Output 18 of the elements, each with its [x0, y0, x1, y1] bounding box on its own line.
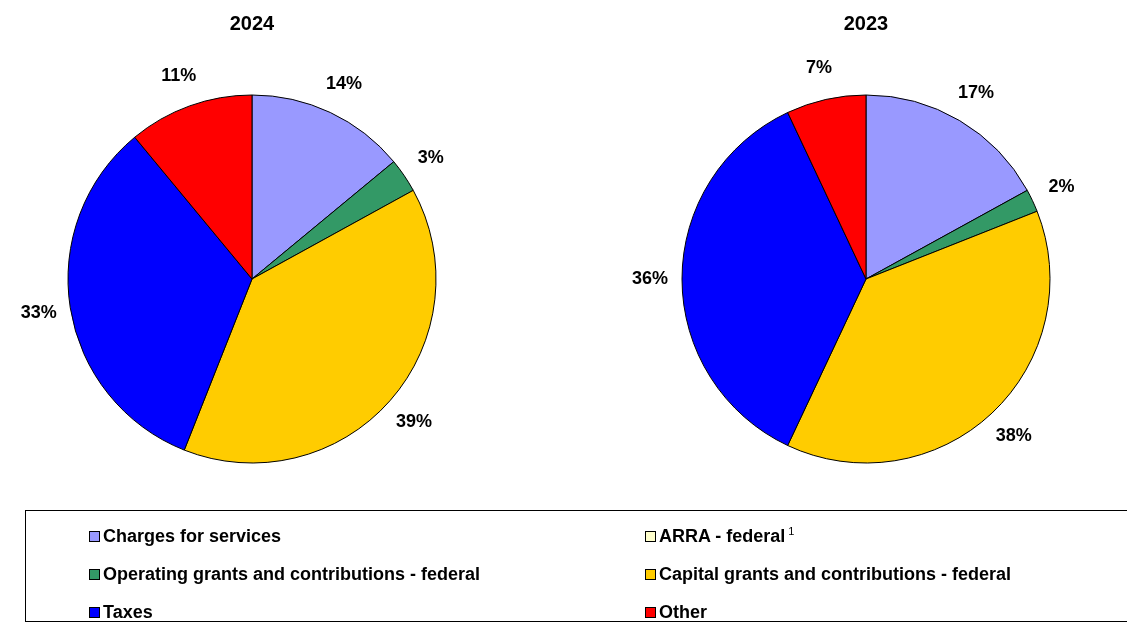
legend-label: Capital grants and contributions - federal: [659, 563, 1012, 585]
legend-label: Charges for services: [103, 525, 282, 547]
chart-title: 2023: [843, 11, 889, 34]
data-label: 36%: [631, 267, 669, 288]
legend-label: Taxes: [103, 601, 153, 623]
data-label: 7%: [805, 57, 832, 78]
data-label: 17%: [957, 82, 994, 103]
legend-label: Other: [659, 601, 708, 623]
data-label: 2%: [1048, 176, 1075, 196]
data-label: 38%: [995, 425, 1032, 446]
data-label: 33%: [20, 301, 57, 322]
data-label: 11%: [161, 64, 197, 85]
data-label: 39%: [396, 410, 433, 431]
data-label: 3%: [417, 146, 444, 167]
data-label: 14%: [325, 72, 362, 93]
chart-title: 2024: [229, 11, 276, 34]
legend-label: Operating grants and contributions - federal: [103, 563, 481, 585]
legend-label: ARRA - federal$^{1}$: [659, 525, 795, 547]
